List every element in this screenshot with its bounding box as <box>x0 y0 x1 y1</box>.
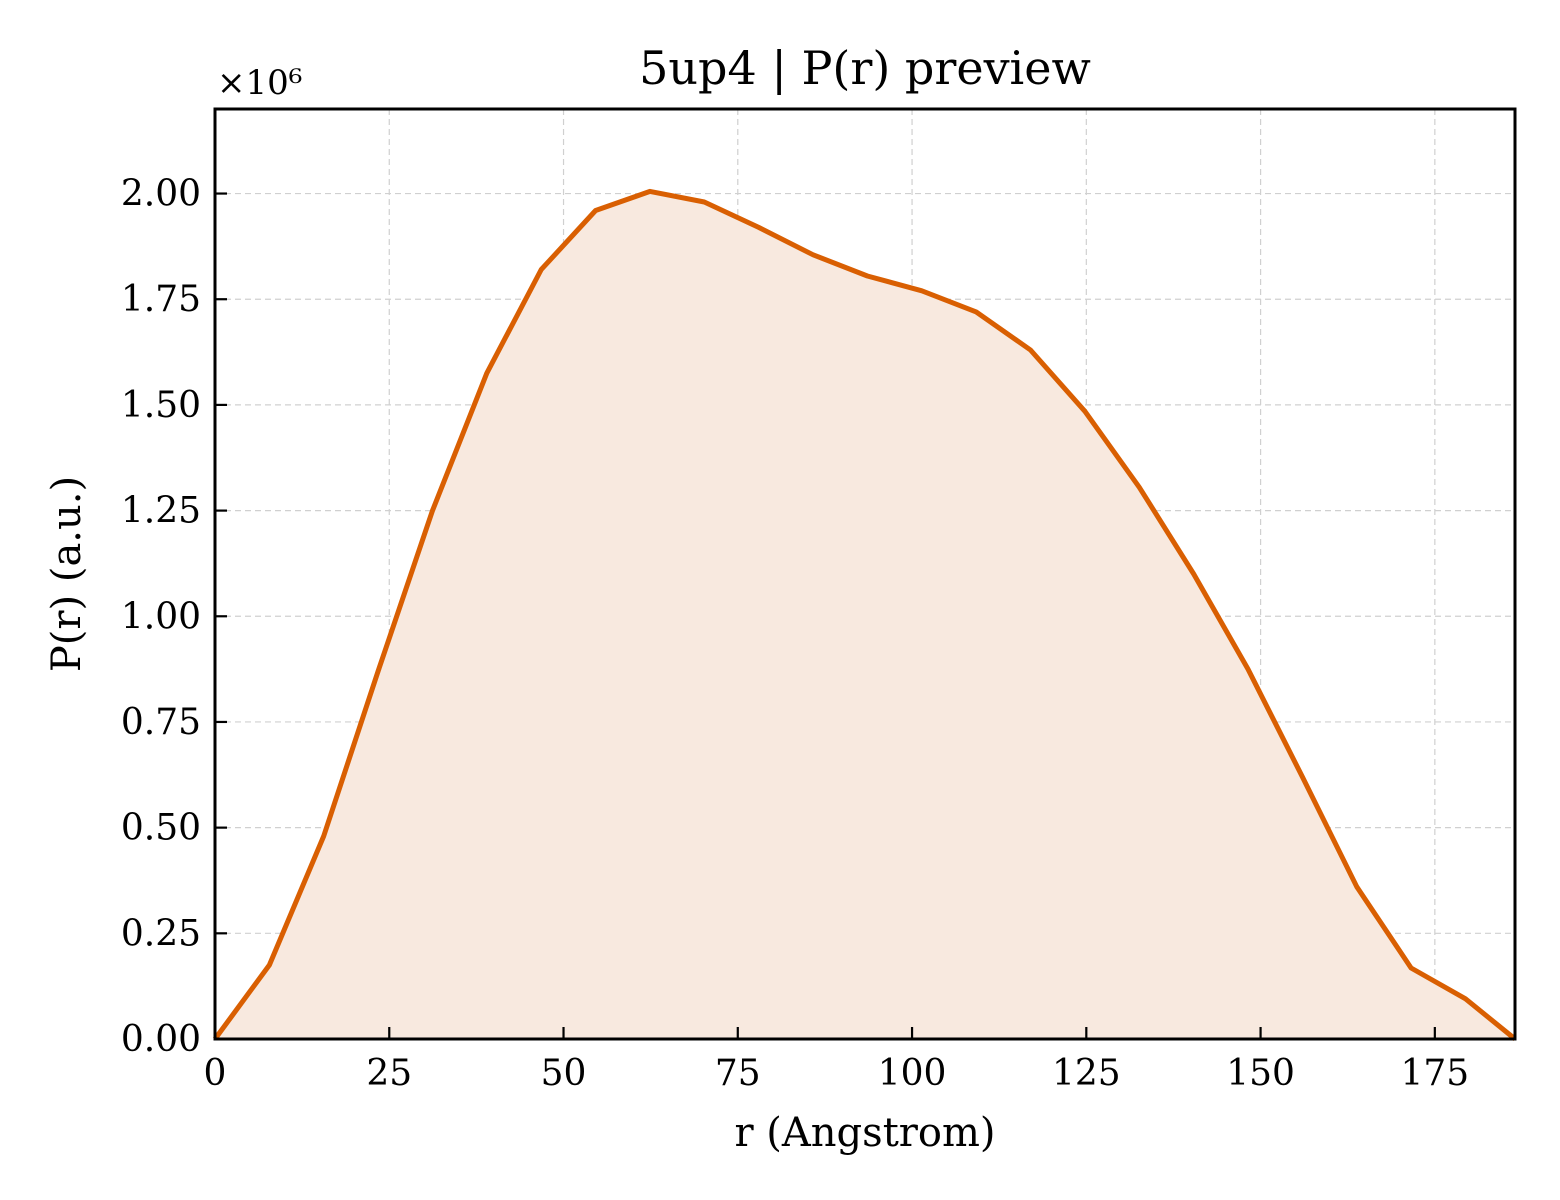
y-scale-offset: ×10⁶ <box>217 63 302 103</box>
chart-title: 5up4 | P(r) preview <box>639 41 1091 95</box>
y-axis-label: P(r) (a.u.) <box>44 476 90 672</box>
y-tick-label: 0.50 <box>121 808 201 849</box>
x-tick-label: 50 <box>541 1053 587 1094</box>
y-tick-label: 2.00 <box>121 174 201 215</box>
x-axis-label: r (Angstrom) <box>734 1110 995 1156</box>
plot-frame <box>213 107 1517 1041</box>
y-tick-label: 1.00 <box>121 596 201 637</box>
y-tick-label: 0.00 <box>121 1019 201 1060</box>
x-tick-label: 150 <box>1226 1053 1295 1094</box>
y-tick-label: 1.50 <box>121 385 201 426</box>
axis-ticks <box>213 192 1436 1041</box>
x-tick-label: 100 <box>878 1053 947 1094</box>
y-tick-label: 1.25 <box>121 491 201 532</box>
y-tick-labels: 0.00 0.25 0.50 0.75 1.00 1.25 1.50 1.75 2.00 <box>121 174 201 1060</box>
y-tick-label: 0.25 <box>121 913 201 954</box>
series-line <box>212 188 1517 1041</box>
x-tick-label: 175 <box>1400 1053 1469 1094</box>
y-tick-label: 1.75 <box>121 279 201 320</box>
x-tick-label: 25 <box>366 1053 412 1094</box>
area-fill <box>215 191 1515 1039</box>
x-tick-label: 0 <box>204 1053 227 1094</box>
x-tick-label: 75 <box>715 1053 761 1094</box>
x-tick-label: 125 <box>1052 1053 1121 1094</box>
y-tick-label: 0.75 <box>121 702 201 743</box>
x-tick-labels: 0 25 50 75 100 125 150 175 <box>204 1053 1470 1094</box>
